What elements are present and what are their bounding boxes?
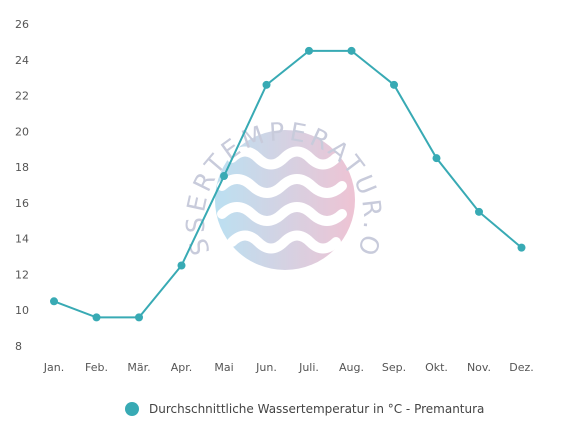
data-point[interactable] (347, 46, 356, 55)
watermark-wave (227, 146, 341, 170)
series-layer (50, 46, 526, 322)
watermark-logo: WASSERTEMPERATUR.ORG (0, 0, 383, 270)
y-tick-label: 14 (15, 233, 29, 246)
legend[interactable]: Durchschnittliche Wassertemperatur in °C… (125, 398, 484, 420)
data-point[interactable] (92, 313, 101, 322)
x-tick-label: Sep. (382, 361, 406, 374)
watermark-wave (227, 230, 341, 254)
x-tick-label: Feb. (85, 361, 108, 374)
y-tick-label: 18 (15, 161, 29, 174)
watermark-wave (217, 202, 347, 226)
x-tick-label: Dez. (509, 361, 534, 374)
legend-marker (125, 402, 139, 416)
y-tick-label: 26 (15, 18, 29, 31)
data-point[interactable] (475, 207, 483, 216)
y-tick-label: 16 (15, 197, 29, 210)
data-point[interactable] (432, 154, 441, 163)
x-tick-label: Nov. (467, 361, 491, 374)
y-tick-label: 8 (15, 340, 22, 353)
data-point[interactable] (50, 297, 58, 306)
data-point[interactable] (305, 46, 313, 55)
data-point[interactable] (220, 172, 228, 181)
x-tick-label: Apr. (171, 361, 193, 374)
data-point[interactable] (177, 261, 186, 270)
x-tick-label: Juli. (298, 361, 319, 374)
y-tick-label: 24 (15, 54, 29, 67)
y-tick-label: 20 (15, 125, 29, 138)
x-tick-label: Aug. (339, 361, 364, 374)
data-point[interactable] (390, 80, 398, 89)
watermark-wave (217, 174, 347, 198)
y-tick-label: 10 (15, 304, 29, 317)
y-tick-label: 22 (15, 90, 29, 103)
y-tick-label: 12 (15, 268, 29, 281)
series-line (53, 49, 523, 319)
x-axis: Jan. Feb. Mär. Apr. Mai Jun. Juli. Aug. Sep. Okt.… (43, 361, 534, 374)
legend-label: Durchschnittliche Wassertemperatur in °C… (149, 402, 485, 416)
x-tick-label: Jun. (255, 361, 277, 374)
data-point[interactable] (262, 80, 271, 89)
x-tick-label: Mär. (127, 361, 150, 374)
data-point[interactable] (135, 313, 143, 322)
y-axis: 8 10 12 14 16 18 20 22 24 26 (15, 18, 29, 353)
x-tick-label: Mai (214, 361, 233, 374)
x-tick-label: Okt. (425, 361, 448, 374)
data-point[interactable] (517, 243, 526, 252)
x-tick-label: Jan. (43, 361, 64, 374)
